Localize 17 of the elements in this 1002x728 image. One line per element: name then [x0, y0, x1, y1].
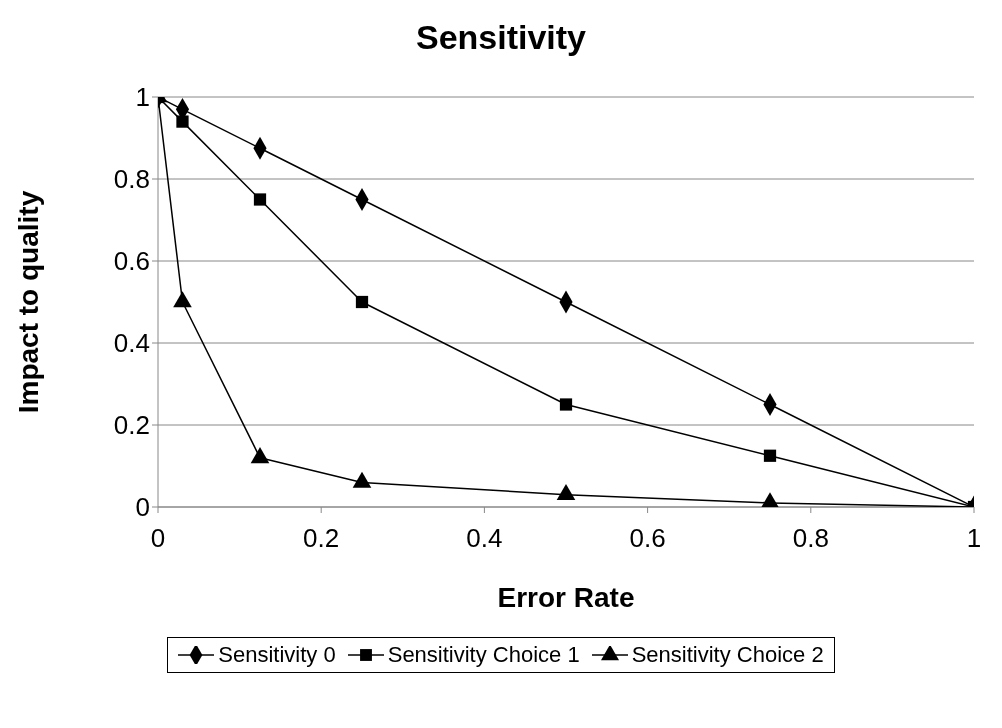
legend-label: Sensitivity 0	[217, 642, 336, 668]
y-tick-label: 0	[135, 492, 150, 523]
x-tick-label: 0.6	[629, 523, 666, 554]
x-tick-label: 1	[966, 523, 982, 554]
y-tick-label: 1	[135, 82, 150, 113]
x-tick-label: 0.2	[303, 523, 340, 554]
y-tick-label: 0.4	[113, 328, 150, 359]
x-axis-title: Error Rate	[497, 582, 635, 613]
x-tick-label: 0.4	[466, 523, 503, 554]
y-tick-label: 0.6	[113, 246, 150, 277]
x-tick-label: 0.8	[792, 523, 829, 554]
y-tick-label: 0.2	[113, 410, 150, 441]
y-axis-title: Impact to quality	[12, 190, 44, 414]
legend-label: Sensitivity Choice 2	[630, 642, 824, 668]
chart-title: Sensitivity	[414, 18, 588, 57]
legend-label: Sensitivity Choice 1	[386, 642, 580, 668]
y-tick-label: 0.8	[113, 164, 150, 195]
